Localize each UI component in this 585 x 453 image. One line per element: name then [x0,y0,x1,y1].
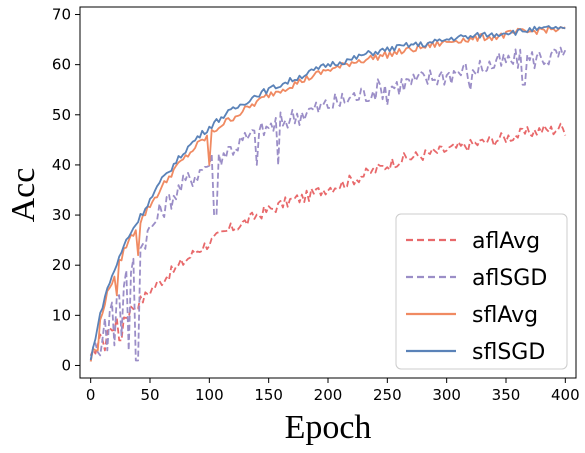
x-axis-title: Epoch [285,409,372,446]
y-tick-label: 0 [61,356,71,374]
legend-label-aflSGD: aflSGD [472,266,547,291]
y-tick-label: 50 [52,106,71,124]
legend-label-sflSGD: sflSGD [472,340,545,365]
legend-box [395,213,568,370]
x-tick-label: 100 [195,386,224,404]
series-line-sflAvg [89,25,566,362]
y-axis-ticks: 0 10 20 30 40 50 60 70 [52,6,80,374]
x-tick-label: 150 [254,386,283,404]
x-tick-label: 200 [314,386,343,404]
y-tick-label: 30 [52,206,71,224]
y-tick-label: 40 [52,156,71,174]
series-line-aflSGD [89,46,567,362]
y-tick-label: 20 [52,256,71,274]
x-tick-label: 300 [432,386,461,404]
x-tick-label: 250 [373,386,402,404]
legend-label-sflAvg: sflAvg [472,303,538,328]
x-tick-label: 0 [86,386,96,404]
series-line-aflAvg [89,122,567,357]
y-tick-label: 70 [52,6,71,24]
legend: aflAvg aflSGD sflAvg sflSGD [395,213,568,370]
series-line-sflSGD [89,25,566,361]
legend-label-aflAvg: aflAvg [472,229,540,254]
y-tick-label: 60 [52,56,71,74]
x-tick-label: 350 [492,386,521,404]
y-tick-label: 10 [52,306,71,324]
x-tick-label: 50 [140,386,159,404]
plot-area [89,25,567,362]
y-axis-title: Acc [5,168,42,223]
legend-entries: aflAvg aflSGD sflAvg sflSGD [406,229,547,365]
x-axis-ticks: 0 50 100 150 200 250 300 350 400 [86,378,580,404]
x-tick-label: 400 [551,386,580,404]
